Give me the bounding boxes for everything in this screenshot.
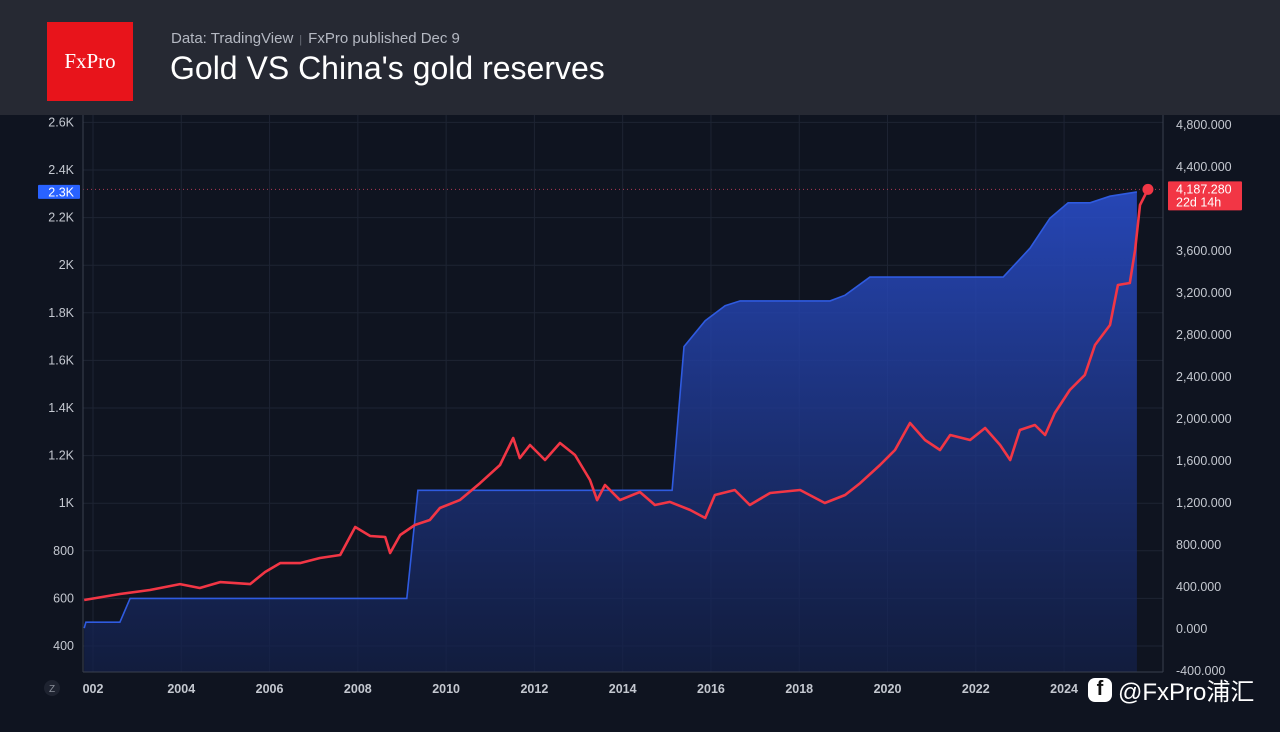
right-tick-label: 2,000.000 — [1176, 412, 1232, 426]
timezone-icon: Z — [49, 684, 55, 695]
right-tick-label: -400.000 — [1176, 664, 1225, 678]
watermark-text: @FxPro浦汇 — [1118, 679, 1255, 706]
x-tick-label: 2008 — [344, 682, 372, 696]
right-tick-label: 1,600.000 — [1176, 454, 1232, 468]
x-tick-label: 2012 — [520, 682, 548, 696]
x-tick-label: 2020 — [874, 682, 902, 696]
left-tick-label: 1K — [59, 496, 75, 510]
left-tick-label: 400 — [53, 639, 74, 653]
x-tick-label: 2018 — [785, 682, 813, 696]
left-value-label: 2.3K — [48, 185, 74, 199]
left-tick-label: 2K — [59, 258, 75, 272]
right-tick-label: 4,800.000 — [1176, 118, 1232, 132]
last-price-dot — [1142, 183, 1154, 195]
right-value-badge — [1168, 181, 1242, 211]
right-tick-label: 4,400.000 — [1176, 160, 1232, 174]
timezone-button-bg — [44, 680, 60, 696]
right-tick-label: 400.000 — [1176, 580, 1221, 594]
right-tick-label: 2,800.000 — [1176, 328, 1232, 342]
right-tick-label: 3,600.000 — [1176, 244, 1232, 258]
watermark: f @FxPro浦汇 — [1088, 672, 1254, 707]
x-tick-label: 2024 — [1050, 682, 1078, 696]
left-tick-label: 2.6K — [48, 115, 74, 129]
left-tick-label: 2.2K — [48, 211, 74, 225]
left-value-badge — [38, 184, 80, 199]
x-tick-label: 2016 — [697, 682, 725, 696]
facebook-icon: f — [1088, 677, 1112, 702]
timezone-button[interactable]: Z — [44, 680, 60, 696]
published-date: FxPro published Dec 9 — [308, 30, 460, 47]
right-tick-label: 2,400.000 — [1176, 370, 1232, 384]
reserves-line — [83, 191, 1138, 629]
subtitle: Data: TradingView | FxPro published Dec 9 — [171, 30, 460, 47]
left-tick-label: 1.6K — [48, 353, 74, 367]
header: FxPro Data: TradingView | FxPro published … — [0, 0, 1280, 115]
reserves-area — [84, 191, 1137, 672]
left-tick-label: 600 — [53, 591, 74, 605]
x-tick-label: 2006 — [256, 682, 284, 696]
data-source: Data: TradingView — [171, 30, 294, 47]
right-tick-label: 800.000 — [1176, 538, 1221, 552]
x-tick-label: 2010 — [432, 682, 460, 696]
left-tick-label: 2.4K — [48, 163, 74, 177]
separator: | — [299, 34, 303, 46]
right-tick-label: 3,200.000 — [1176, 286, 1232, 300]
left-tick-label: 1.4K — [48, 401, 74, 415]
right-tick-label: 1,200.000 — [1176, 496, 1232, 510]
chart: 400 600 800 1K 1.2K 1.4K 1.6K 1.8K 2K 2.2K 2.4K 2.6… — [38, 115, 1242, 696]
x-tick-label: 2014 — [609, 682, 637, 696]
fxpro-logo: FxPro — [47, 22, 133, 101]
left-tick-label: 1.2K — [48, 449, 74, 463]
countdown-label: 22d 14h — [1176, 195, 1221, 209]
left-tick-label: 1.8K — [48, 306, 74, 320]
left-tick-label: 800 — [53, 544, 74, 558]
x-tick-label: 002 — [83, 682, 104, 696]
x-tick-label: 2004 — [167, 682, 195, 696]
x-tick-label: 2022 — [962, 682, 990, 696]
right-value-label: 4,187.280 — [1176, 182, 1232, 196]
gold-price-line — [83, 188, 1150, 602]
chart-title: Gold VS China's gold reserves — [170, 50, 605, 86]
right-tick-label: 0.000 — [1176, 622, 1207, 636]
